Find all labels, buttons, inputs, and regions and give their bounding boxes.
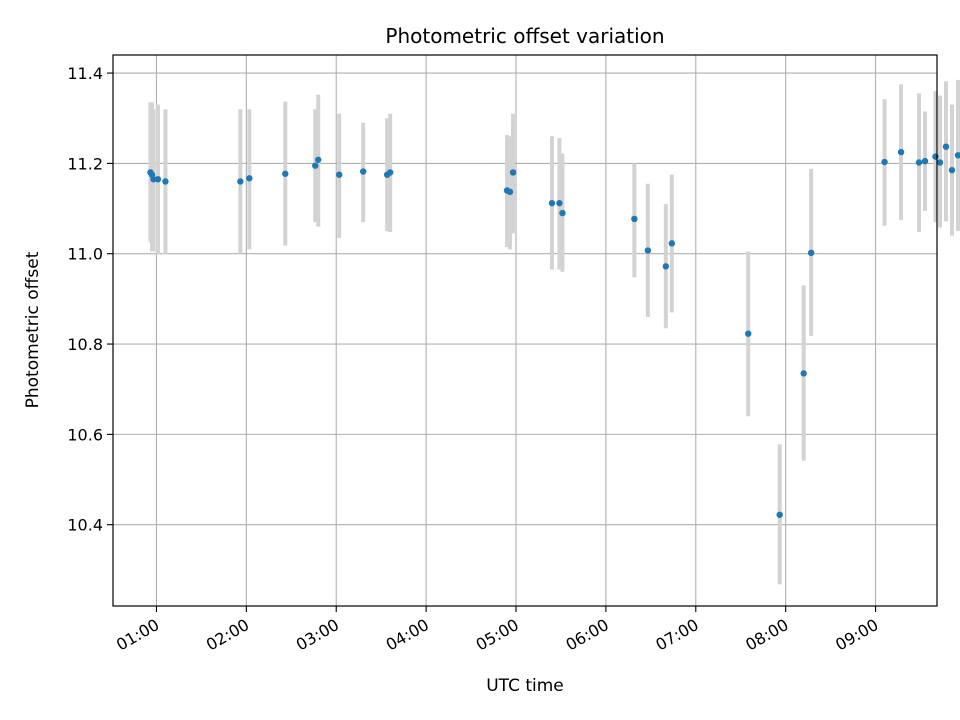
data-point <box>548 199 556 207</box>
data-point <box>921 157 929 165</box>
data-point <box>359 168 367 175</box>
data-point <box>932 153 939 160</box>
y-axis-title: Photometric offset <box>23 251 43 408</box>
data-points <box>147 143 960 518</box>
data-point <box>150 176 157 183</box>
y-tick-label: 10.6 <box>67 425 103 444</box>
data-point <box>745 330 752 337</box>
data-point <box>631 215 638 223</box>
data-point <box>282 170 289 177</box>
data-point <box>559 209 566 217</box>
grid <box>113 55 937 606</box>
data-point <box>336 171 343 178</box>
data-point <box>897 148 905 156</box>
y-tick-label: 11.4 <box>67 64 103 83</box>
data-point <box>776 511 783 518</box>
data-point <box>237 178 244 185</box>
data-point <box>942 143 950 150</box>
data-point <box>386 169 394 176</box>
data-point <box>936 159 944 166</box>
data-point <box>315 156 322 163</box>
data-point <box>800 370 807 377</box>
data-point <box>662 263 670 270</box>
y-axis-ticks: 10.4 10.6 10.8 11.0 11.2 11.4 <box>67 64 113 535</box>
data-point <box>881 158 888 166</box>
x-axis-title: UTC time <box>486 676 564 696</box>
data-point <box>246 175 253 182</box>
data-point <box>807 249 815 257</box>
data-point <box>312 162 319 169</box>
chart-title: Photometric offset variation <box>385 24 664 48</box>
data-point <box>644 247 652 254</box>
data-point <box>915 159 923 166</box>
data-point <box>154 176 162 183</box>
data-point <box>509 169 517 176</box>
data-point <box>162 178 169 185</box>
y-tick-label: 11.2 <box>67 154 103 173</box>
data-point <box>556 199 563 207</box>
data-point <box>668 240 676 247</box>
y-tick-label: 10.4 <box>67 516 103 535</box>
data-point <box>954 152 960 159</box>
y-tick-label: 11.0 <box>67 245 103 264</box>
y-tick-label: 10.8 <box>67 335 103 354</box>
data-point <box>948 166 956 174</box>
plot-frame <box>112 54 938 607</box>
data-point <box>506 188 514 196</box>
